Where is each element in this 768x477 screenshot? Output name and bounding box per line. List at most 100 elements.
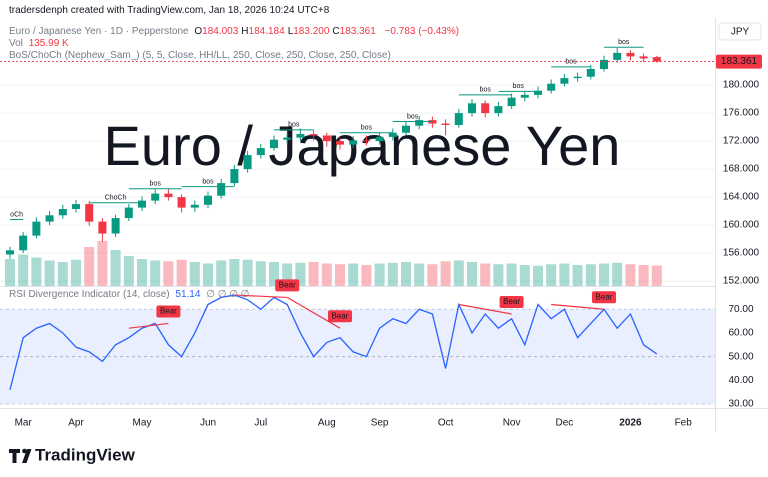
- structure-label: bos: [618, 39, 630, 46]
- x-tick-label: Jun: [200, 418, 216, 429]
- x-tick-label: Apr: [68, 418, 84, 429]
- divergence-box: [592, 291, 616, 304]
- divergence-label: Bear: [332, 311, 349, 320]
- volume-bar: [493, 264, 504, 286]
- indicator: BoS/ChoCh (Nephew_Sam_) (5, 5, Close, HH…: [9, 50, 391, 61]
- structure-label: bos: [565, 59, 577, 66]
- volume-bar: [189, 262, 200, 286]
- y-tick-label: 176.000: [723, 108, 760, 119]
- y-tick-label: 70.00: [728, 304, 753, 315]
- volume-bar: [361, 265, 372, 286]
- divergence-label: Bear: [596, 292, 613, 301]
- volume-bar: [71, 259, 81, 286]
- x-tick-label: Aug: [318, 418, 336, 429]
- volume-bar: [638, 265, 649, 286]
- volume-bar: [585, 264, 596, 286]
- volume-bar: [533, 265, 543, 286]
- candle-body: [296, 134, 305, 138]
- candle-body: [349, 140, 358, 145]
- volume-bar: [110, 250, 121, 286]
- ohlc-value: 184.003: [202, 26, 239, 37]
- candle-body: [534, 90, 542, 95]
- candle-body: [639, 56, 648, 59]
- candle-body: [560, 78, 569, 84]
- divergence-line: [234, 294, 288, 299]
- volume-bar: [599, 263, 609, 286]
- candle-body: [111, 218, 120, 234]
- candle-body: [164, 193, 173, 198]
- currency: JPY: [731, 27, 750, 38]
- candle-body: [85, 204, 94, 222]
- candle-body: [600, 59, 608, 69]
- candle-body: [204, 195, 212, 205]
- y-tick-label: 168.000: [723, 164, 760, 175]
- candle-body: [19, 235, 28, 251]
- symbol: Euro / Japanese Yen · 1D · Pepperstone: [9, 26, 189, 37]
- candle-body: [256, 148, 265, 156]
- structure-label: bos: [513, 83, 525, 90]
- y-tick-label: 152.000: [723, 276, 760, 287]
- candle-body: [388, 132, 397, 137]
- rsi-na: ∅ ∅ ∅ ∅: [206, 289, 250, 300]
- ohlc-value: 184.184: [248, 26, 285, 37]
- volume-bar: [295, 262, 306, 286]
- candle-body: [190, 204, 199, 208]
- candle-body: [177, 197, 186, 208]
- credit: tradersdenph created with TradingView.co…: [9, 5, 330, 16]
- volume-bar: [453, 260, 464, 286]
- volume-bar: [150, 260, 161, 286]
- candle-body: [58, 209, 67, 216]
- volume-bar: [440, 261, 451, 286]
- candle-body: [124, 207, 133, 219]
- candle-body: [322, 135, 331, 142]
- y-tick-label: 50.00: [728, 351, 753, 362]
- divergence-box: [499, 295, 524, 308]
- candle-body: [507, 97, 516, 107]
- candle-body: [520, 94, 529, 98]
- candle-body: [468, 103, 476, 114]
- candle-body: [613, 52, 622, 60]
- x-tick-label: Nov: [503, 418, 521, 429]
- currency-box[interactable]: [718, 22, 762, 41]
- volume-bar: [480, 263, 491, 286]
- volume-bar: [18, 254, 29, 286]
- divergence-line: [128, 322, 169, 329]
- divergence-line: [458, 303, 512, 315]
- volume-bar: [427, 264, 438, 286]
- volume-bar: [123, 256, 134, 286]
- divergence-line: [551, 303, 605, 310]
- x-tick-label: Sep: [371, 418, 389, 429]
- volume-bar: [519, 265, 530, 286]
- divergence-box: [275, 279, 300, 292]
- volume-bar: [44, 260, 55, 286]
- y-tick-label: 160.000: [723, 220, 760, 231]
- volume-bar: [572, 265, 583, 286]
- rsi-line: [9, 294, 658, 390]
- volume-bar: [5, 259, 15, 286]
- divergence-line: [286, 296, 341, 329]
- volume-row: Vol 135.99 K: [9, 38, 72, 49]
- volume-bar: [374, 263, 385, 286]
- divergence-box: [156, 305, 181, 318]
- volume-bar: [387, 262, 398, 286]
- volume-bar: [229, 259, 240, 286]
- structure-label: bos: [150, 181, 162, 188]
- brand: TradingView: [35, 445, 136, 464]
- volume-bar: [203, 263, 213, 286]
- candle-body: [415, 120, 424, 126]
- candle-body: [72, 204, 80, 209]
- volume-bar: [269, 262, 279, 286]
- candle-body: [230, 169, 239, 184]
- structure-label: bos: [361, 125, 373, 132]
- x-tick-label: Feb: [675, 418, 693, 429]
- candle-body: [6, 250, 14, 255]
- volume-bar: [321, 263, 332, 286]
- candle-body: [573, 76, 582, 79]
- candle-body: [454, 113, 463, 125]
- rsi-title: RSI Divergence Indicator (14, close): [9, 289, 170, 300]
- candle-body: [309, 134, 318, 136]
- candle-body: [586, 69, 595, 77]
- structure-label: bos: [202, 178, 214, 185]
